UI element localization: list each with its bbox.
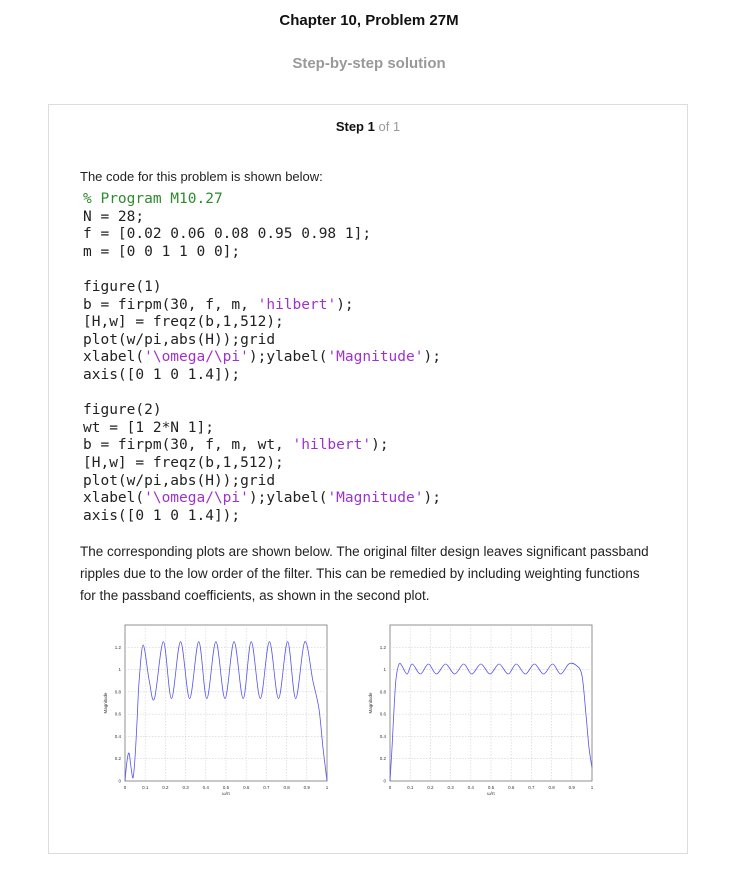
x-tick-label: 1 [326,785,329,790]
code-line: figure(1) [83,278,162,295]
intro-text: The code for this problem is shown below… [80,169,323,184]
y-tick-label: 0.2 [380,756,387,761]
solution-card: Step 1 of 1 The code for this problem is… [48,104,688,854]
x-tick-label: 0.5 [488,785,495,790]
y-tick-label: 0 [383,779,386,784]
x-tick-label: 0.4 [203,785,210,790]
x-tick-label: 0.8 [283,785,290,790]
code-line: xlabel('\omega/\pi');ylabel('Magnitude')… [83,490,441,507]
code-block: % Program M10.27 N = 28; f = [0.02 0.06 … [83,191,441,525]
x-tick-label: 1 [591,785,594,790]
y-tick-label: 0.6 [115,712,122,717]
x-tick-label: 0 [124,785,127,790]
x-tick-label: 0.1 [407,785,414,790]
x-axis-label: ω/π [222,791,230,796]
explanation-paragraph: The corresponding plots are shown below.… [80,544,649,603]
page-subtitle: Step-by-step solution [292,55,446,72]
x-tick-label: 0.3 [447,785,454,790]
code-line: axis([0 1 0 1.4]); [83,507,241,524]
y-tick-label: 1 [383,667,386,672]
x-tick-label: 0.4 [468,785,475,790]
step-label: Step 1 [335,119,375,134]
x-tick-label: 0.6 [508,785,515,790]
x-tick-label: 0.7 [528,785,535,790]
code-line: f = [0.02 0.06 0.08 0.95 0.98 1]; [83,226,372,243]
code-line: plot(w/pi,abs(H));grid [83,472,276,489]
y-tick-label: 0.4 [115,734,122,739]
x-axis-label: ω/π [487,791,495,796]
y-tick-label: 0.8 [115,689,122,694]
code-line: wt = [1 2*N 1]; [83,419,214,436]
code-line: xlabel('\omega/\pi');ylabel('Magnitude')… [83,349,441,366]
x-tick-label: 0.7 [263,785,270,790]
magnitude-plot-2: 0 0.1 0.2 0.3 0.4 0.5 0.6 0.7 0.8 0.9 1 0 0.2 0.4 0.6 0… [368,624,594,796]
y-tick-label: 1 [118,667,121,672]
y-tick-label: 1.2 [115,645,122,650]
step-indicator: Step 1 of 1 [49,119,687,134]
code-line: axis([0 1 0 1.4]); [83,366,241,383]
x-tick-label: 0.3 [182,785,189,790]
x-tick-label: 0.9 [569,785,576,790]
y-tick-label: 0 [118,779,121,784]
series-line [389,662,593,782]
x-tick-label: 0.6 [243,785,250,790]
y-axis-label: Magnitude [368,692,373,714]
code-line: b = firpm(30, f, m, wt, 'hilbert'); [83,437,389,454]
x-tick-label: 0 [389,785,392,790]
y-tick-label: 0.8 [380,689,387,694]
y-tick-label: 0.4 [380,734,387,739]
code-line: b = firpm(30, f, m, 'hilbert'); [83,296,354,313]
y-tick-label: 0.6 [380,712,387,717]
y-tick-label: 1.2 [380,645,387,650]
x-tick-label: 0.1 [142,785,149,790]
series-line [124,641,328,782]
step-count: of 1 [378,119,401,134]
x-tick-label: 0.2 [162,785,169,790]
y-tick-label: 0.2 [115,756,122,761]
code-line: plot(w/pi,abs(H));grid [83,331,276,348]
magnitude-plot-1: 0 0.1 0.2 0.3 0.4 0.5 0.6 0.7 0.8 0.9 1 0 0.2 0.4 0.6 0… [103,624,329,796]
x-tick-label: 0.8 [548,785,555,790]
y-axis-label: Magnitude [103,692,108,714]
code-line: m = [0 0 1 1 0 0]; [83,243,241,260]
code-line: % Program M10.27 [83,191,223,207]
x-tick-label: 0.5 [223,785,230,790]
code-line: [H,w] = freqz(b,1,512); [83,314,284,331]
code-line: figure(2) [83,402,162,419]
code-line: N = 28; [83,208,145,225]
x-tick-label: 0.2 [427,785,434,790]
page-title: Chapter 10, Problem 27M [279,12,459,29]
x-tick-label: 0.9 [304,785,311,790]
code-line: [H,w] = freqz(b,1,512); [83,454,284,471]
